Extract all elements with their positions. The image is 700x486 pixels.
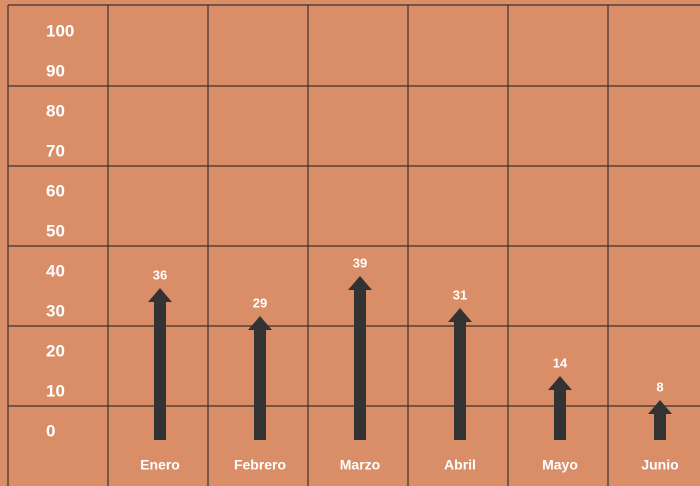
x-tick-label: Junio [641,457,678,473]
y-tick-label: 70 [46,141,65,160]
arrow-bar [148,288,172,440]
value-label: 39 [353,255,367,270]
value-label: 14 [553,355,568,370]
arrow-bar [548,376,572,440]
y-tick-label: 60 [46,181,65,200]
y-tick-label: 0 [46,421,55,440]
value-label: 31 [453,287,467,302]
y-tick-label: 20 [46,341,65,360]
value-label: 8 [656,379,663,394]
x-tick-label: Abril [444,457,476,473]
y-tick-label: 90 [46,61,65,80]
arrow-bar [248,316,272,440]
x-tick-label: Marzo [340,457,380,473]
y-tick-label: 100 [46,21,74,40]
y-tick-label: 10 [46,381,65,400]
y-tick-label: 80 [46,101,65,120]
y-tick-label: 30 [46,301,65,320]
x-tick-label: Febrero [234,457,286,473]
x-tick-label: Enero [140,457,180,473]
y-tick-label: 50 [46,221,65,240]
arrow-bar [648,400,672,440]
x-tick-label: Mayo [542,457,578,473]
value-label: 29 [253,295,267,310]
arrow-bar [348,276,372,440]
arrow-bar [448,308,472,440]
value-label: 36 [153,267,167,282]
y-tick-label: 40 [46,261,65,280]
